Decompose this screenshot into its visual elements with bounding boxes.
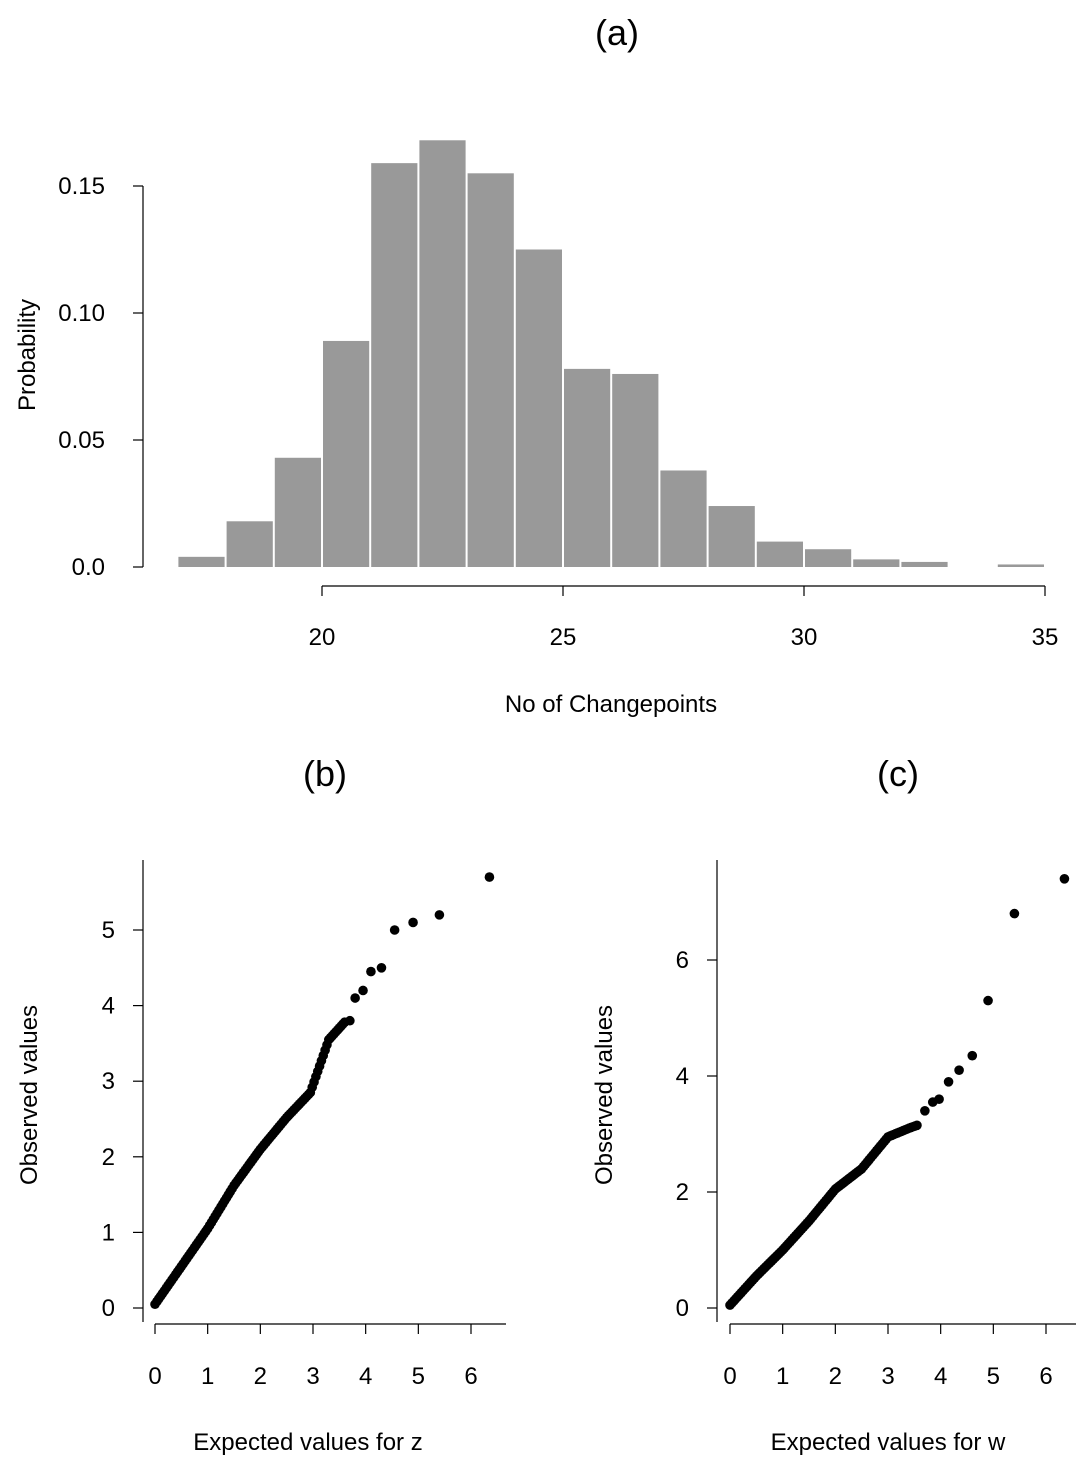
data-point	[934, 1094, 944, 1104]
panel-c-title: (c)	[877, 753, 919, 794]
qq-plot-w-panel: (c) 0 1 2 3 4 5 6 0 2 4 6 Expected values for w O…	[591, 753, 1076, 1456]
histogram-bar	[901, 561, 948, 567]
histogram-bar	[371, 163, 418, 567]
x-tick-label: 4	[934, 1363, 947, 1390]
histogram-bar	[756, 541, 803, 567]
histogram-bar	[997, 564, 1044, 567]
y-tick-label: 1	[102, 1219, 115, 1246]
data-point	[389, 925, 400, 935]
x-tick-label: 3	[306, 1363, 319, 1390]
x-tick-label: 3	[881, 1363, 894, 1390]
x-tick-label: 4	[359, 1363, 372, 1390]
histogram-panel: (a) 20 25 30 35 0.0 0.05 0.10 0.15 No of Chang…	[14, 12, 1058, 718]
histogram-bar	[274, 457, 321, 567]
x-axis: 0 1 2 3 4 5 6	[723, 1323, 1076, 1390]
data-point	[967, 1050, 978, 1061]
x-axis: 20 25 30 35	[309, 585, 1059, 651]
histogram-bar	[805, 549, 852, 567]
data-point	[358, 985, 368, 996]
x-tick-label: 2	[829, 1363, 842, 1390]
x-tick-label: 25	[550, 624, 577, 651]
x-tick-label: 6	[464, 1363, 477, 1390]
y-tick-label: 6	[676, 947, 689, 974]
data-point	[943, 1077, 954, 1087]
histogram-bar	[226, 521, 273, 567]
y-tick-label: 0	[676, 1295, 689, 1322]
y-axis-label: Probability	[14, 299, 41, 411]
data-point	[912, 1120, 922, 1131]
y-tick-label: 4	[676, 1063, 689, 1090]
y-tick-label: 0.15	[58, 173, 105, 200]
x-axis-label: Expected values for w	[771, 1429, 1006, 1456]
data-point	[983, 995, 993, 1006]
y-axis: 0 1 2 3 4 5	[102, 860, 144, 1322]
x-tick-label: 1	[201, 1363, 214, 1390]
histogram-bar	[178, 556, 225, 567]
histogram-bar	[564, 368, 611, 567]
x-tick-label: 30	[791, 624, 818, 651]
qq-plot-z-panel: (b) 0 1 2 3 4 5 6 0 1 2 3 4 5 Expected values for z…	[16, 753, 506, 1456]
histogram-bar	[515, 249, 562, 567]
y-tick-label: 0.10	[58, 300, 105, 327]
data-point	[366, 966, 376, 977]
panel-b-title: (b)	[303, 753, 347, 794]
data-point	[408, 917, 418, 928]
y-axis-label: Observed values	[591, 1005, 618, 1185]
x-tick-label: 5	[412, 1363, 425, 1390]
y-axis-label: Observed values	[16, 1005, 43, 1185]
histogram-bar	[660, 470, 707, 567]
x-tick-label: 1	[776, 1363, 789, 1390]
panel-a-title: (a)	[595, 12, 639, 53]
y-tick-label: 0.05	[58, 427, 105, 454]
y-tick-label: 2	[102, 1144, 115, 1171]
histogram-bar	[467, 173, 514, 568]
y-tick-label: 2	[676, 1179, 689, 1206]
data-point	[954, 1065, 964, 1075]
y-tick-label: 0	[102, 1295, 115, 1322]
x-tick-label: 35	[1032, 624, 1059, 651]
data-point	[434, 910, 445, 920]
x-axis: 0 1 2 3 4 5 6	[148, 1323, 506, 1390]
histogram-bar	[419, 140, 466, 567]
qq-points	[725, 874, 1070, 1310]
histogram-bar	[612, 373, 659, 567]
x-axis-label: Expected values for z	[193, 1429, 422, 1456]
data-point	[920, 1106, 930, 1116]
histogram-bar	[853, 559, 900, 567]
histogram-bar	[708, 506, 755, 567]
data-point	[484, 872, 495, 882]
histogram-bars	[178, 140, 1044, 568]
y-axis: 0.0 0.05 0.10 0.15	[58, 173, 144, 581]
data-point	[350, 993, 360, 1003]
y-axis: 0 2 4 6	[676, 860, 718, 1322]
y-tick-label: 0.0	[72, 554, 105, 581]
x-tick-label: 20	[309, 624, 336, 651]
x-axis-label: No of Changepoints	[505, 691, 717, 718]
histogram-bar	[323, 340, 370, 567]
data-point	[1059, 874, 1070, 884]
y-tick-label: 5	[102, 917, 115, 944]
x-tick-label: 2	[254, 1363, 267, 1390]
x-tick-label: 6	[1039, 1363, 1052, 1390]
y-tick-label: 3	[102, 1068, 115, 1095]
data-point	[376, 963, 387, 973]
x-tick-label: 5	[987, 1363, 1000, 1390]
data-point	[1009, 908, 1020, 919]
data-point	[345, 1015, 355, 1026]
x-tick-label: 0	[148, 1363, 161, 1390]
y-tick-label: 4	[102, 993, 115, 1020]
qq-points	[150, 872, 495, 1310]
x-tick-label: 0	[723, 1363, 736, 1390]
